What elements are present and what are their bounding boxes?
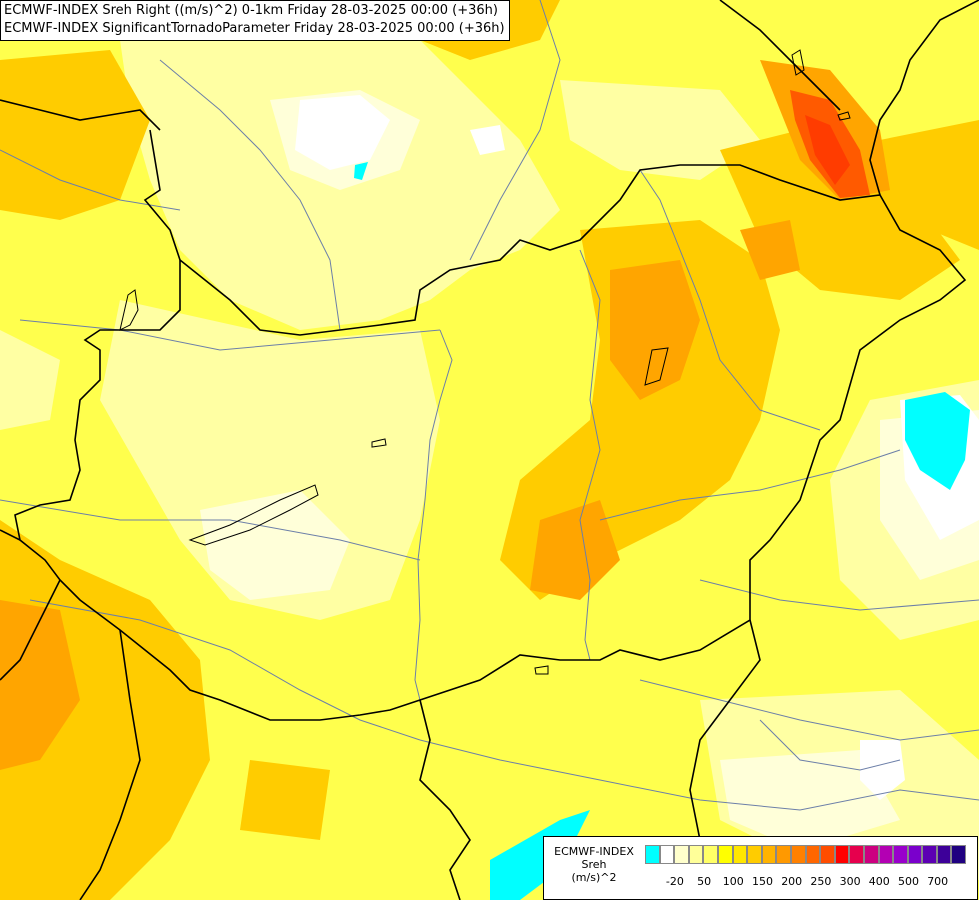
legend-tick-label: 150 (752, 875, 773, 888)
color-legend: ECMWF-INDEX Sreh (m/s)^2 -20 50 100 150 200 2… (543, 836, 978, 900)
legend-tick-label: 300 (840, 875, 861, 888)
legend-swatch (660, 845, 675, 864)
title-line-1: ECMWF-INDEX Sreh Right ((m/s)^2) 0-1km F… (4, 2, 505, 20)
legend-swatch (733, 845, 748, 864)
legend-swatch (689, 845, 704, 864)
legend-ticks: -20 50 100 150 200 250 300 400 500 700 (645, 875, 975, 889)
legend-title-line-3: (m/s)^2 (546, 871, 642, 884)
legend-tick-label: 200 (781, 875, 802, 888)
legend-swatch (703, 845, 718, 864)
legend-swatch (879, 845, 894, 864)
legend-swatch (937, 845, 952, 864)
legend-title-line-1: ECMWF-INDEX (546, 845, 642, 858)
legend-swatch (893, 845, 908, 864)
title-line-2: ECMWF-INDEX SignificantTornadoParameter … (4, 20, 505, 38)
legend-swatch (791, 845, 806, 864)
legend-swatch (806, 845, 821, 864)
legend-swatch (922, 845, 937, 864)
legend-swatch (674, 845, 689, 864)
legend-swatch (835, 845, 850, 864)
legend-tick-label: -20 (666, 875, 684, 888)
map-title-box: ECMWF-INDEX Sreh Right ((m/s)^2) 0-1km F… (0, 0, 510, 41)
legend-swatch (908, 845, 923, 864)
legend-swatches (645, 845, 966, 864)
legend-title: ECMWF-INDEX Sreh (m/s)^2 (546, 845, 642, 884)
legend-swatch (951, 845, 966, 864)
legend-tick-label: 100 (723, 875, 744, 888)
legend-swatch (645, 845, 660, 864)
legend-tick-label: 500 (898, 875, 919, 888)
legend-tick-label: 250 (810, 875, 831, 888)
legend-swatch (820, 845, 835, 864)
legend-swatch (849, 845, 864, 864)
legend-tick-label: 700 (927, 875, 948, 888)
legend-swatch (762, 845, 777, 864)
legend-swatch (776, 845, 791, 864)
legend-swatch (864, 845, 879, 864)
legend-title-line-2: Sreh (546, 858, 642, 871)
legend-swatch (747, 845, 762, 864)
legend-swatch (718, 845, 733, 864)
legend-tick-label: 400 (869, 875, 890, 888)
legend-tick-label: 50 (697, 875, 711, 888)
